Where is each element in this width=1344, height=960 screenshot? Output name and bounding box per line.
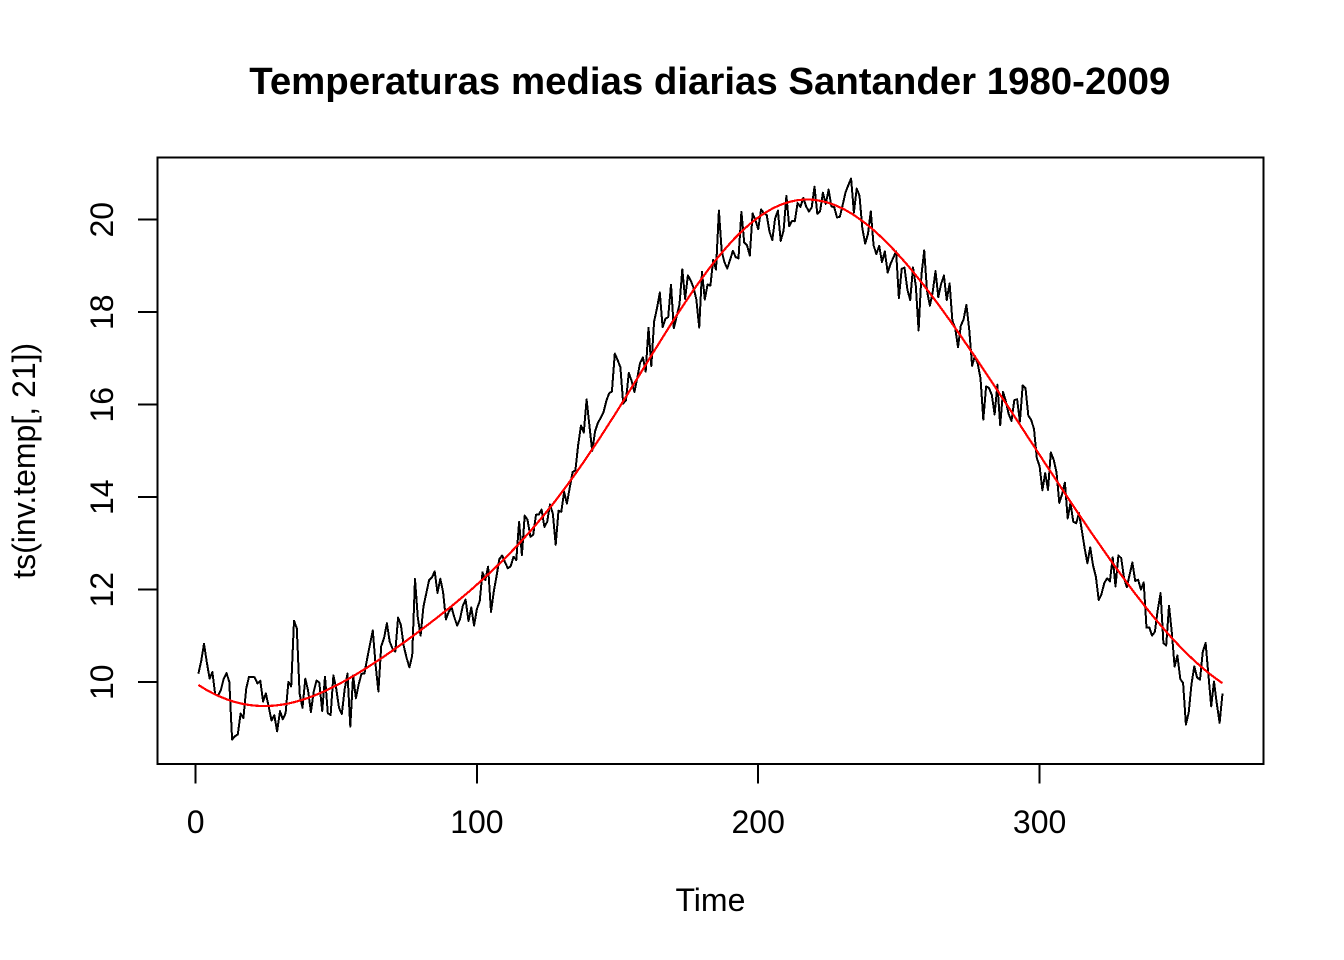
- svg-text:Temperaturas medias diarias Sa: Temperaturas medias diarias Santander 19…: [249, 60, 1170, 103]
- svg-text:18: 18: [84, 294, 120, 330]
- svg-text:300: 300: [1013, 804, 1066, 840]
- svg-text:14: 14: [84, 479, 120, 515]
- svg-text:0: 0: [187, 804, 205, 840]
- svg-text:100: 100: [450, 804, 503, 840]
- svg-text:10: 10: [84, 664, 120, 700]
- svg-text:16: 16: [84, 387, 120, 423]
- svg-text:ts(inv.temp[, 21]): ts(inv.temp[, 21]): [6, 343, 42, 579]
- svg-text:200: 200: [732, 804, 785, 840]
- svg-text:Time: Time: [675, 882, 745, 918]
- svg-text:20: 20: [84, 202, 120, 238]
- svg-text:12: 12: [84, 572, 120, 608]
